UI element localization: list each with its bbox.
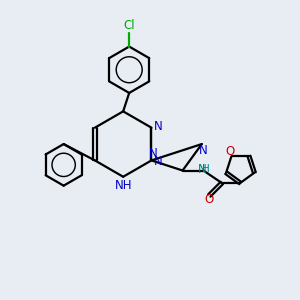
Text: N: N: [154, 155, 162, 168]
Text: NH: NH: [114, 178, 132, 192]
Text: O: O: [204, 193, 213, 206]
Text: H: H: [202, 164, 209, 174]
Text: N: N: [198, 163, 207, 176]
Text: N: N: [199, 144, 208, 157]
Text: N: N: [148, 147, 157, 161]
Text: N: N: [154, 120, 162, 133]
Text: Cl: Cl: [123, 19, 135, 32]
Text: O: O: [226, 146, 235, 158]
